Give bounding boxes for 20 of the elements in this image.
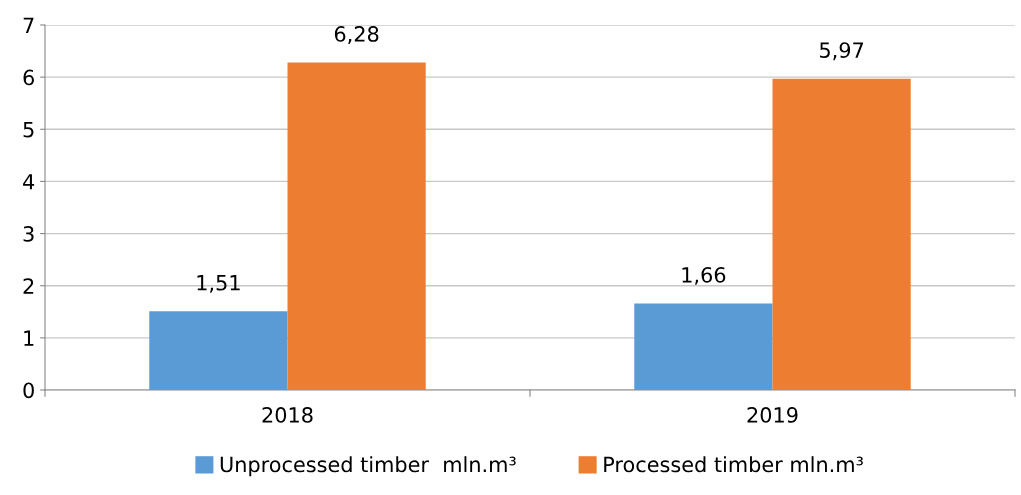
data-label: 1,51 — [197, 275, 240, 293]
y-tick-label: 0 — [23, 382, 34, 399]
y-tick-label: 6 — [23, 69, 34, 86]
y-tick-label: 2 — [23, 278, 34, 294]
data-label: 1,66 — [682, 266, 726, 285]
legend-label: Processed timber mln.m³ — [604, 456, 863, 473]
data-label: 6,28 — [334, 26, 379, 44]
bar — [149, 311, 288, 390]
y-tick-label: 4 — [23, 174, 35, 190]
y-tick-label: 7 — [23, 17, 34, 33]
y-tick-label: 3 — [23, 226, 34, 242]
legend-label: Unprocessed timber mln.m³ — [220, 456, 516, 477]
x-tick-label: 2019 — [747, 407, 798, 423]
y-tick-label: 5 — [23, 122, 34, 138]
x-tick-label: 2018 — [262, 407, 313, 423]
data-label: 5,97 — [820, 42, 864, 61]
y-tick-label: 1 — [24, 330, 34, 346]
bar — [772, 78, 911, 390]
bar — [634, 303, 773, 390]
bar — [287, 62, 426, 390]
